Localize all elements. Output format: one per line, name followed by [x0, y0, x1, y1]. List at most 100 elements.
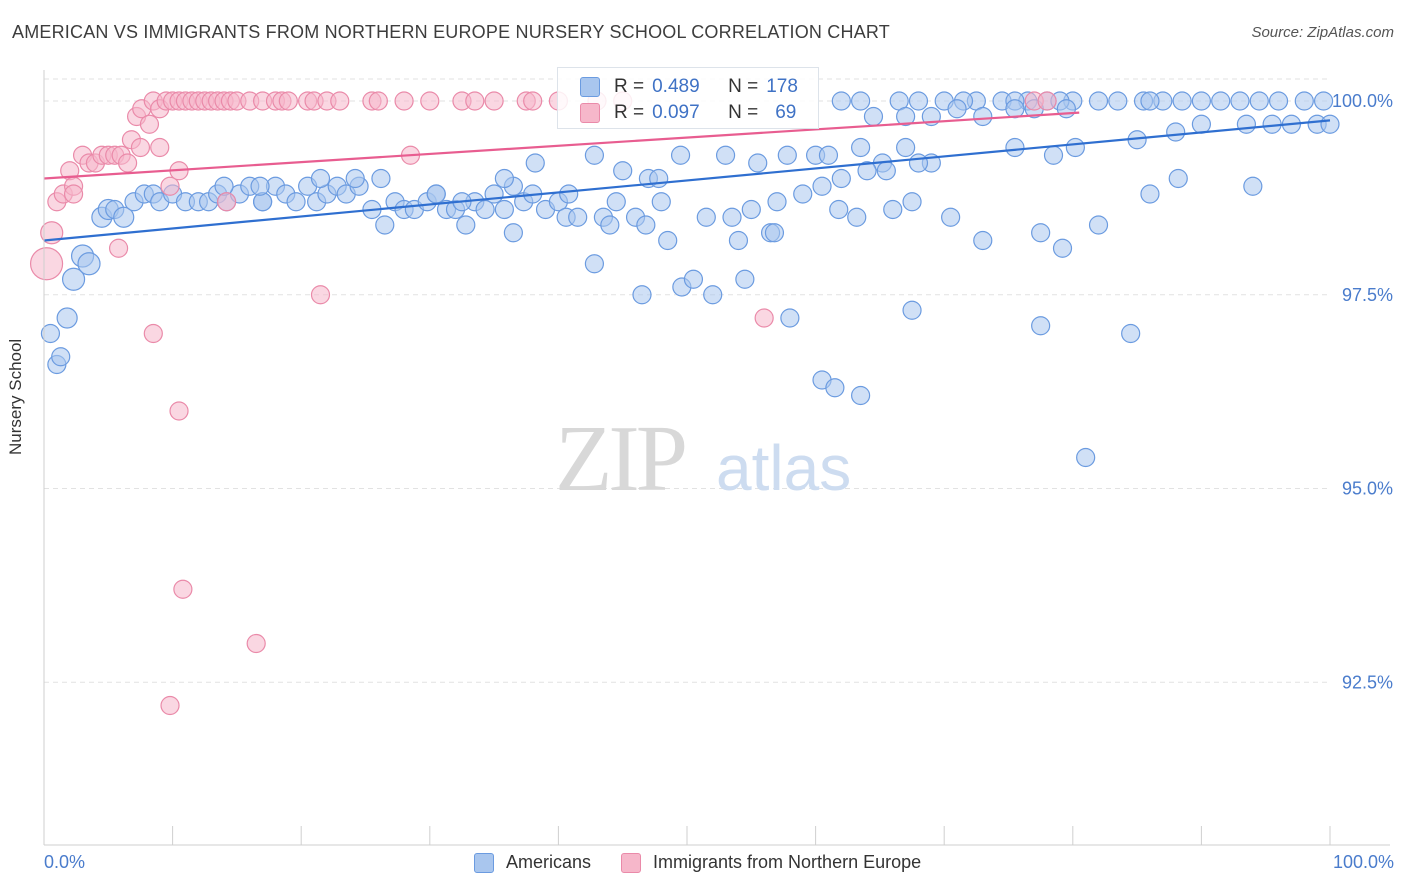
- american-point: [503, 223, 523, 243]
- y-tick-label: 95.0%: [1342, 479, 1393, 499]
- immigrant-point: [278, 91, 298, 111]
- x-tick-label-max: 100.0%: [1332, 852, 1394, 872]
- x-tick-label-min: 0.0%: [44, 852, 86, 872]
- american-point: [1076, 447, 1096, 468]
- legend-item-americans[interactable]: Americans: [474, 852, 591, 873]
- americans-trend-line: [43, 119, 1331, 242]
- american-point: [908, 153, 929, 173]
- immigrant-point: [160, 176, 180, 196]
- american-point: [1108, 91, 1128, 111]
- american-point: [426, 184, 446, 204]
- american-point: [494, 199, 514, 220]
- american-point: [825, 378, 845, 398]
- y-tick-label: 92.5%: [1342, 672, 1393, 692]
- american-point: [851, 91, 871, 111]
- american-point: [1140, 184, 1160, 204]
- american-point: [1005, 99, 1025, 119]
- american-point: [375, 215, 395, 235]
- american-point: [908, 91, 929, 111]
- american-point: [1211, 91, 1231, 111]
- axis-layer: 92.5% 95.0% 97.5% 100.0%: [43, 70, 1393, 846]
- american-point: [559, 184, 579, 204]
- immigrant-point: [29, 247, 64, 281]
- american-point: [1168, 168, 1188, 189]
- n-label: N =: [728, 102, 759, 123]
- american-point: [696, 207, 716, 227]
- american-point: [780, 308, 800, 328]
- immigrant-point: [160, 695, 180, 716]
- american-point: [1056, 99, 1076, 119]
- american-point: [250, 176, 270, 196]
- immigrants-legend-swatch: [621, 852, 642, 873]
- american-point: [1140, 91, 1160, 111]
- american-point: [1313, 91, 1334, 111]
- r-value: 0.097: [652, 102, 700, 123]
- american-point: [831, 168, 851, 189]
- immigrant-point: [150, 137, 170, 158]
- american-point: [1043, 145, 1064, 165]
- immigrant-point: [394, 91, 414, 111]
- immigrant-point: [420, 91, 440, 111]
- american-point: [568, 207, 588, 227]
- american-point: [1294, 91, 1314, 111]
- american-point: [310, 168, 331, 189]
- american-point: [1172, 91, 1192, 111]
- american-point: [883, 199, 903, 220]
- american-point: [1031, 223, 1051, 243]
- american-point: [947, 99, 967, 119]
- american-point: [525, 153, 545, 173]
- american-point: [61, 267, 86, 291]
- american-point: [651, 192, 671, 212]
- american-point: [973, 106, 993, 127]
- american-point: [831, 91, 851, 111]
- american-point: [1249, 91, 1269, 111]
- american-point: [1191, 91, 1212, 111]
- american-point: [456, 215, 476, 235]
- chart-title: AMERICAN VS IMMIGRANTS FROM NORTHERN EUR…: [12, 22, 890, 42]
- immigrant-point: [143, 323, 163, 344]
- immigrant-point: [169, 401, 189, 421]
- american-point: [728, 230, 749, 251]
- american-point: [851, 385, 871, 406]
- immigrant-point: [465, 91, 485, 111]
- legend-item-immigrants[interactable]: Immigrants from Northern Europe: [621, 852, 921, 873]
- american-point: [1065, 137, 1085, 158]
- immigrants-swatch: [580, 103, 600, 123]
- american-point: [1243, 176, 1263, 196]
- american-point: [1320, 114, 1340, 134]
- r-value: 0.489: [652, 76, 700, 97]
- immigrant-point: [117, 153, 138, 173]
- american-point: [56, 307, 78, 329]
- americans-swatch: [580, 77, 600, 97]
- stats-row-immigrants: R = 0.097 N = 69: [580, 99, 796, 127]
- american-point: [345, 168, 365, 189]
- american-point: [764, 223, 785, 243]
- immigrant-point: [246, 633, 266, 654]
- watermark-atlas: atlas: [716, 432, 851, 504]
- immigrant-point: [523, 91, 543, 111]
- american-point: [902, 192, 922, 212]
- american-point: [1166, 122, 1186, 142]
- y-tick-label: 100.0%: [1332, 91, 1393, 111]
- source-label: Source: ZipAtlas.com: [1251, 24, 1394, 41]
- watermark: ZIP atlas: [555, 407, 851, 511]
- american-point: [40, 323, 61, 344]
- immigrant-point: [368, 91, 388, 111]
- american-point: [1005, 137, 1025, 158]
- american-point: [606, 192, 626, 212]
- american-point: [793, 184, 813, 204]
- american-point: [600, 215, 620, 235]
- american-point: [847, 207, 867, 227]
- american-point: [584, 145, 605, 165]
- immigrant-point: [139, 114, 160, 134]
- american-point: [1052, 238, 1073, 258]
- american-point: [51, 347, 71, 367]
- american-point: [703, 285, 723, 305]
- immigrants-trend-line: [43, 111, 1080, 180]
- american-point: [670, 145, 691, 165]
- points-layer: [29, 91, 1340, 716]
- n-label: N =: [728, 76, 759, 97]
- bottom-legend: Americans Immigrants from Northern Europ…: [474, 852, 951, 873]
- immigrant-point: [63, 184, 84, 204]
- american-point: [896, 137, 916, 158]
